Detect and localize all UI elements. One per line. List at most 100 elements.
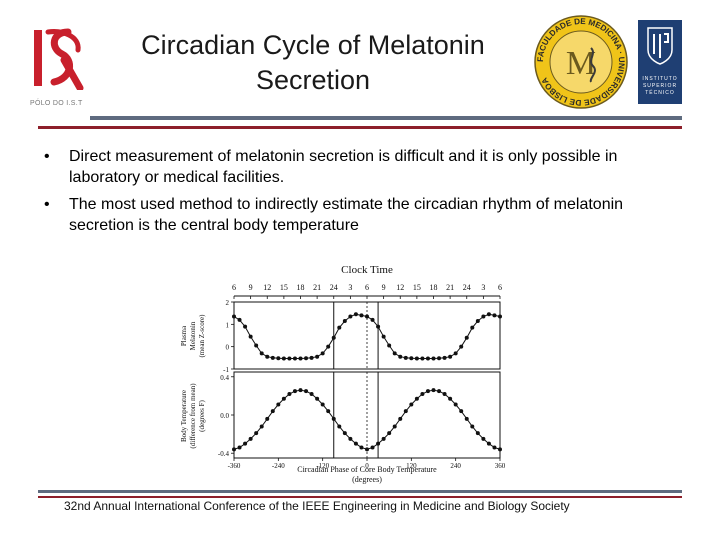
melatonin-data-point: [243, 324, 248, 329]
isr-logo-subtitle: PÓLO DO I.S.T: [30, 100, 83, 107]
temperature-data-point: [464, 416, 469, 421]
melatonin-data-point: [348, 314, 353, 319]
temperature-data-point: [359, 445, 364, 450]
x-tick-label: 360: [495, 462, 506, 470]
clock-tick-label: 24: [330, 283, 338, 292]
melatonin-data-point: [326, 344, 331, 349]
temperature-y-label-line: (degrees F): [198, 399, 206, 431]
melatonin-data-point: [331, 335, 336, 340]
x-tick-label: -360: [228, 462, 241, 470]
clock-tick-label: 18: [297, 283, 305, 292]
melatonin-data-point: [370, 317, 375, 322]
temperature-data-point: [431, 388, 436, 393]
temperature-data-point: [481, 436, 486, 441]
clock-tick-label: 6: [232, 283, 236, 292]
temperature-data-point: [370, 445, 375, 450]
melatonin-data-point: [276, 356, 281, 361]
x-axis-label-units: (degrees): [352, 475, 382, 484]
footer-text: 32nd Annual International Conference of …: [64, 499, 570, 513]
melatonin-data-point: [254, 343, 259, 348]
temperature-data-point: [475, 431, 480, 436]
melatonin-data-point: [398, 354, 403, 359]
bullet-dot-icon: •: [44, 196, 50, 213]
temperature-data-point: [331, 416, 336, 421]
ist-shield-icon: [647, 27, 673, 65]
footer-divider-grey: [38, 490, 682, 493]
melatonin-data-point: [342, 318, 347, 323]
temperature-panel: 0.4 0.0 -0.4 -360 -240 -120 0 120 240 360: [218, 371, 506, 470]
melatonin-data-point: [298, 356, 303, 361]
bullet-list: • Direct measurement of melatonin secreti…: [42, 146, 682, 242]
clock-tick-label: 3: [348, 283, 352, 292]
x-tick-label: 120: [406, 462, 417, 470]
melatonin-data-point: [392, 351, 397, 356]
clock-tick-label: 12: [396, 283, 404, 292]
temperature-data-point: [243, 441, 248, 446]
temperature-data-point: [342, 431, 347, 436]
melatonin-data-point: [387, 343, 392, 348]
temperature-data-point: [437, 389, 442, 394]
temperature-data-point: [387, 431, 392, 436]
temperature-data-point: [353, 441, 358, 446]
melatonin-data-point: [248, 334, 253, 339]
melatonin-data-point: [287, 356, 292, 361]
melatonin-panel: 2 1 0 -1: [223, 299, 502, 374]
bullet-item: • Direct measurement of melatonin secreti…: [42, 146, 682, 188]
melatonin-data-point: [337, 325, 342, 330]
temperature-data-point: [498, 447, 502, 452]
melatonin-y-tick-label: 2: [226, 299, 230, 307]
x-axis-label: Circadian Phase of Core Body Temperature: [297, 465, 437, 474]
x-tick-label: -240: [272, 462, 285, 470]
temperature-data-point: [276, 402, 281, 407]
melatonin-y-axis-label: Plasma Melatonin (mean Z-score): [180, 314, 206, 358]
clock-tick-label: 6: [498, 283, 502, 292]
header-divider-red: [38, 126, 682, 129]
x-tick-label: 0: [365, 462, 369, 470]
melatonin-data-point: [270, 355, 275, 360]
melatonin-data-point: [437, 356, 442, 361]
melatonin-data-point: [259, 351, 264, 356]
temperature-data-point: [486, 441, 491, 446]
melatonin-data-point: [265, 354, 270, 359]
clock-tick-label: 21: [446, 283, 454, 292]
temperature-data-point: [309, 391, 314, 396]
title-line-2: Secretion: [255, 65, 371, 95]
melatonin-data-point: [425, 356, 430, 361]
melatonin-data-point: [309, 355, 314, 360]
temperature-data-point: [442, 391, 447, 396]
temperature-data-point: [265, 416, 270, 421]
bullet-text: The most used method to indirectly estim…: [69, 196, 624, 234]
melatonin-y-tick-label: 0: [226, 344, 230, 352]
temperature-data-point: [425, 389, 430, 394]
x-tick-label: 240: [450, 462, 461, 470]
temperature-data-point: [320, 402, 325, 407]
melatonin-data-point: [320, 351, 325, 356]
temperature-data-point: [237, 445, 242, 450]
melatonin-data-point: [448, 354, 453, 359]
melatonin-data-point: [359, 313, 364, 318]
melatonin-data-point: [464, 335, 469, 340]
temperature-data-point: [304, 389, 309, 394]
x-tick-label: -120: [316, 462, 329, 470]
clock-tick-label: 12: [263, 283, 271, 292]
melatonin-data-point: [281, 356, 286, 361]
melatonin-data-point: [315, 354, 320, 359]
temperature-data-point: [392, 424, 397, 429]
melatonin-data-point: [431, 356, 436, 361]
page-title: Circadian Cycle of Melatonin Secretion: [98, 28, 528, 98]
chart-title-clock-time: Clock Time: [341, 264, 393, 276]
temperature-data-point: [381, 436, 386, 441]
ist-line-2: SUPERIOR: [642, 83, 678, 89]
melatonin-data-point: [304, 356, 309, 361]
temperature-y-tick-label: 0.0: [220, 412, 229, 420]
melatonin-data-point: [409, 356, 414, 361]
ist-line-3: TÉCNICO: [645, 90, 675, 96]
melatonin-data-point: [470, 325, 475, 330]
ist-line-1: INSTITUTO: [642, 76, 678, 82]
melatonin-y-tick-label: 1: [226, 321, 230, 329]
temperature-y-tick-label: 0.4: [220, 374, 229, 382]
melatonin-data-point: [403, 355, 408, 360]
melatonin-data-point: [376, 324, 381, 329]
temperature-data-point: [470, 424, 475, 429]
temperature-data-point: [337, 424, 342, 429]
